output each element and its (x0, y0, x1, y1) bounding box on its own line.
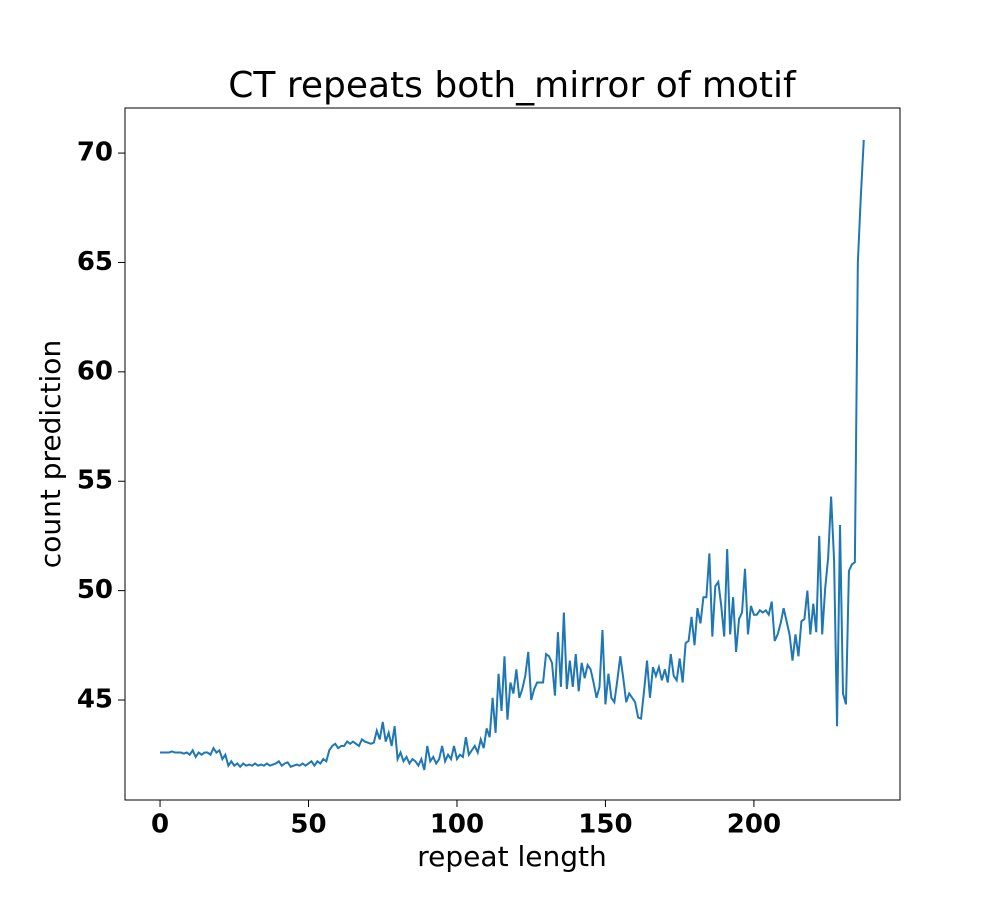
y-tick-label: 45 (77, 685, 113, 715)
chart-title: CT repeats both_mirror of motif (228, 65, 797, 106)
x-tick-label: 0 (151, 810, 169, 840)
data-line (160, 139, 865, 771)
y-tick-label: 70 (77, 138, 113, 168)
plot-frame (124, 107, 901, 801)
y-tick-label: 55 (77, 466, 113, 496)
x-tick-label: 50 (290, 810, 326, 840)
x-tick-label: 150 (578, 810, 632, 840)
y-tick-label: 50 (77, 575, 113, 605)
x-axis-label: repeat length (417, 840, 606, 873)
y-tick-label: 65 (77, 247, 113, 277)
x-tick-label: 200 (727, 810, 781, 840)
y-axis-label: count prediction (34, 340, 67, 568)
x-tick-label: 100 (430, 810, 484, 840)
y-tick-label: 60 (77, 356, 113, 386)
